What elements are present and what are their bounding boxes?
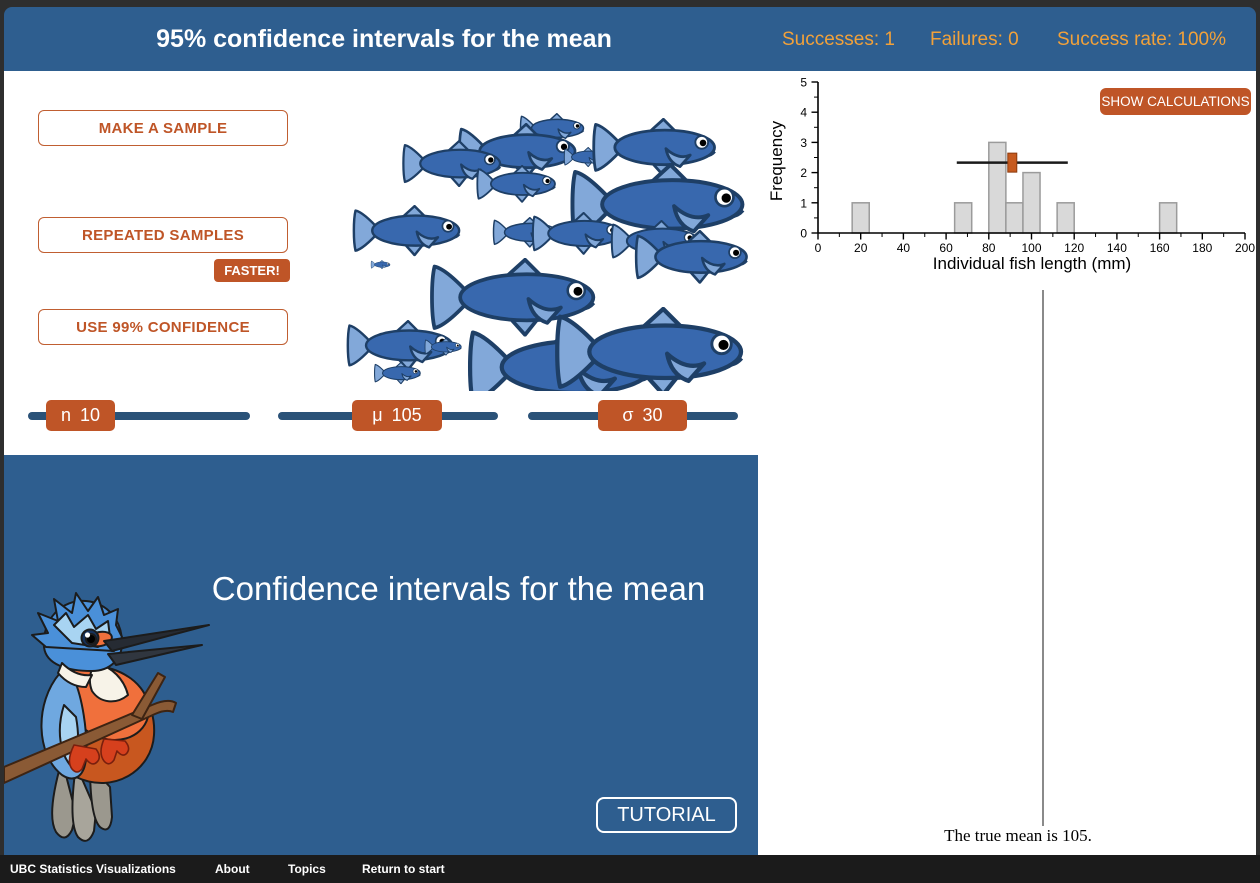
- svg-text:1: 1: [800, 196, 807, 210]
- footer-link-about[interactable]: About: [215, 862, 250, 876]
- tutorial-button[interactable]: TUTORIAL: [596, 797, 737, 833]
- svg-text:180: 180: [1192, 241, 1212, 255]
- kingfisher-mascot-icon: [4, 592, 210, 842]
- footer-link-topics[interactable]: Topics: [288, 862, 326, 876]
- footer-nav: UBC Statistics Visualizations About Topi…: [0, 855, 1260, 883]
- failures-counter: Failures: 0: [930, 29, 1019, 50]
- svg-text:60: 60: [939, 241, 953, 255]
- svg-text:20: 20: [854, 241, 868, 255]
- mu-slider-value: 105: [391, 405, 422, 425]
- svg-text:160: 160: [1150, 241, 1170, 255]
- sigma-slider-value: 30: [642, 405, 663, 425]
- topic-title: Confidence intervals for the mean: [211, 570, 706, 607]
- sigma-slider: σ 30: [528, 400, 738, 431]
- mu-slider: μ 105: [278, 400, 498, 431]
- footer-link-return[interactable]: Return to start: [362, 862, 445, 876]
- show-calculations-button[interactable]: SHOW CALCULATIONS: [1100, 88, 1251, 115]
- successes-counter: Successes: 1: [782, 29, 895, 50]
- mu-slider-symbol: μ: [372, 405, 383, 425]
- mu-slider-handle[interactable]: μ 105: [352, 400, 442, 431]
- footer-link-home[interactable]: UBC Statistics Visualizations: [10, 862, 176, 876]
- true-mean-caption: The true mean is 105.: [944, 826, 1092, 845]
- svg-text:120: 120: [1064, 241, 1084, 255]
- sample-panel: MAKE A SAMPLE REPEATED SAMPLES FASTER! U…: [4, 71, 758, 455]
- svg-text:200: 200: [1235, 241, 1255, 255]
- repeated-samples-button[interactable]: REPEATED SAMPLES: [38, 217, 288, 253]
- chart-panel: 0 20 40 60 80 100 120 140 160 180 200 0 1 2 3 4 5 Freque…: [758, 71, 1256, 855]
- svg-text:5: 5: [800, 76, 807, 90]
- use-99-confidence-button[interactable]: USE 99% CONFIDENCE: [38, 309, 288, 345]
- n-slider-handle[interactable]: n 10: [46, 400, 115, 431]
- svg-text:140: 140: [1107, 241, 1127, 255]
- x-axis-label: Individual fish length (mm): [933, 254, 1131, 273]
- svg-text:2: 2: [800, 166, 807, 180]
- sigma-slider-symbol: σ: [622, 405, 634, 425]
- page-title: 95% confidence intervals for the mean: [156, 25, 612, 53]
- svg-text:40: 40: [897, 241, 911, 255]
- sample-histogram: 0 20 40 60 80 100 120 140 160 180 200 0 1 2 3 4 5 Freque…: [767, 76, 1255, 274]
- n-slider-value: 10: [79, 405, 101, 425]
- faster-button[interactable]: FASTER!: [214, 259, 290, 282]
- svg-text:4: 4: [800, 106, 807, 120]
- success-rate-counter: Success rate: 100%: [1057, 29, 1226, 50]
- fish-population-illustration: [346, 113, 749, 391]
- sigma-slider-handle[interactable]: σ 30: [598, 400, 687, 431]
- svg-text:80: 80: [982, 241, 996, 255]
- svg-text:0: 0: [815, 241, 822, 255]
- y-axis-label: Frequency: [767, 120, 786, 201]
- svg-text:3: 3: [800, 136, 807, 150]
- svg-text:0: 0: [800, 227, 807, 241]
- n-slider-track[interactable]: [28, 412, 250, 420]
- true-mean-vertical-line: [1042, 290, 1044, 826]
- n-slider: n 10: [28, 400, 250, 431]
- svg-text:100: 100: [1021, 241, 1041, 255]
- header-bar: 95% confidence intervals for the mean Su…: [4, 7, 1256, 71]
- make-sample-button[interactable]: MAKE A SAMPLE: [38, 110, 288, 146]
- n-slider-symbol: n: [60, 405, 71, 425]
- info-panel: Confidence intervals for the mean: [4, 455, 758, 855]
